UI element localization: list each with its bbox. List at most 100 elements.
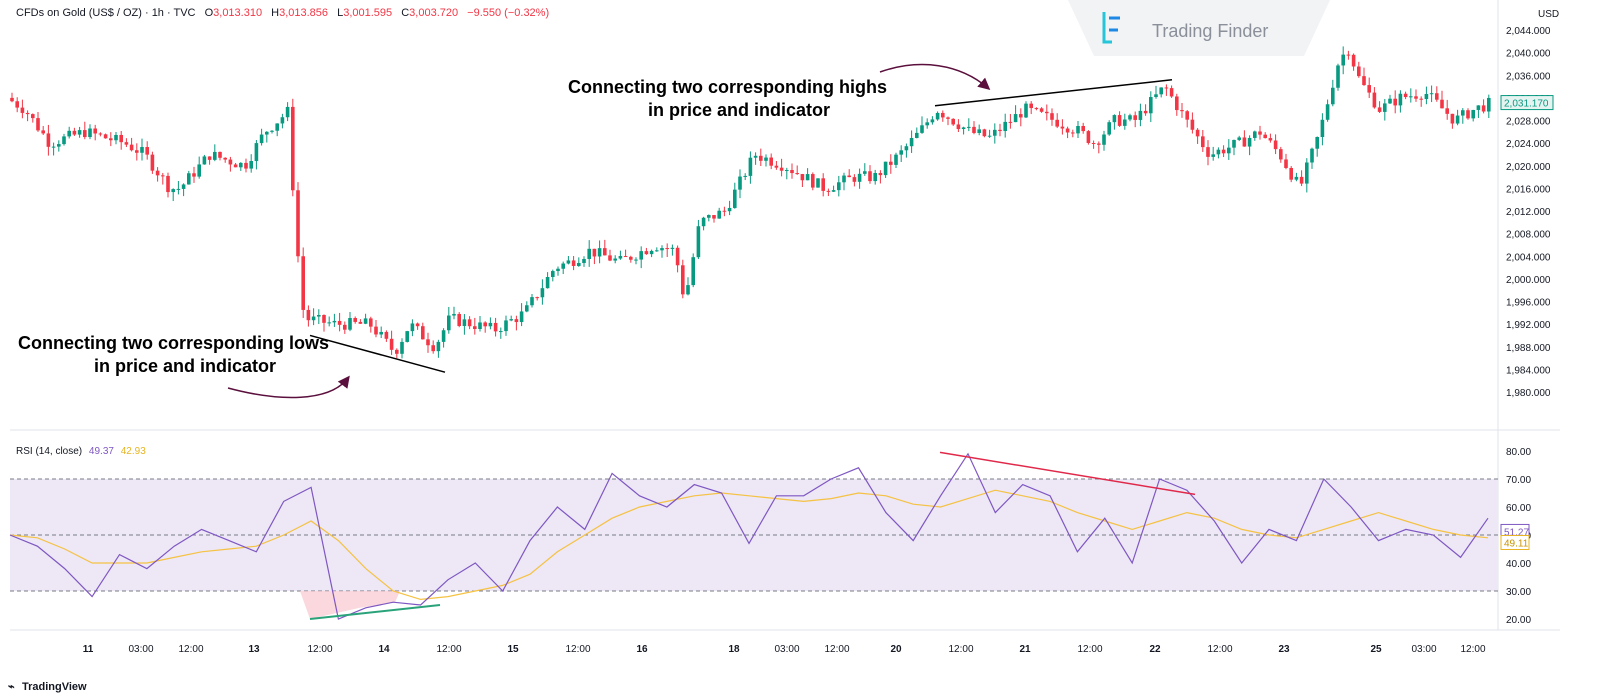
- rsi-tick-label: 40.00: [1506, 559, 1531, 570]
- candle-body: [1076, 126, 1080, 134]
- candle: [1102, 130, 1106, 151]
- time-tick-label: 12:00: [824, 644, 849, 655]
- price-tick-label: 2,024.000: [1506, 139, 1551, 150]
- candle-body: [1435, 93, 1439, 100]
- candle-body: [613, 258, 617, 261]
- candle: [150, 151, 155, 174]
- rsi-oversold-fill: [300, 591, 400, 619]
- candle-body: [769, 157, 773, 166]
- candle-body: [1258, 131, 1262, 135]
- candle-body: [332, 320, 337, 323]
- candle-body: [150, 154, 155, 171]
- candle-body: [1138, 110, 1143, 120]
- candle: [1149, 91, 1153, 123]
- candle: [1461, 108, 1465, 124]
- candle: [275, 123, 279, 137]
- highs-arrow-icon: [879, 63, 991, 90]
- candle: [499, 327, 503, 339]
- candle: [1086, 130, 1091, 145]
- candle-body: [93, 128, 97, 134]
- rsi-value-label: 51.27: [1504, 527, 1529, 538]
- candle: [98, 132, 103, 137]
- candle: [1169, 85, 1174, 98]
- annotation-highs: Connecting two corresponding highs in pr…: [568, 76, 887, 122]
- candle: [1409, 88, 1413, 103]
- candle-body: [800, 174, 805, 181]
- candle: [717, 207, 721, 219]
- candle: [415, 322, 420, 330]
- candle: [1029, 101, 1033, 115]
- candle-body: [920, 125, 924, 133]
- candle: [478, 316, 482, 332]
- candle: [540, 279, 545, 305]
- candle: [1263, 132, 1267, 139]
- candle: [233, 162, 238, 168]
- candle-body: [72, 130, 77, 135]
- price-tick-label: 2,012.000: [1506, 207, 1551, 218]
- candle-body: [582, 258, 586, 263]
- candle: [956, 119, 961, 133]
- candle-body: [1393, 98, 1397, 106]
- candle-body: [1320, 119, 1325, 138]
- candle-body: [826, 190, 831, 192]
- candle: [904, 143, 909, 158]
- rsi-ma-line: [9, 489, 1489, 601]
- candle-body: [57, 144, 61, 147]
- candle-body: [317, 315, 321, 317]
- candle-body: [462, 319, 467, 326]
- candle: [613, 255, 617, 264]
- rsi-line: [9, 452, 1489, 620]
- candle-body: [774, 165, 779, 168]
- candle: [1299, 170, 1304, 187]
- candle-body: [603, 248, 607, 256]
- candle-body: [691, 257, 695, 286]
- candle-body: [384, 331, 389, 339]
- time-tick-label: 11: [83, 644, 94, 655]
- candle-body: [779, 167, 784, 171]
- currency-label[interactable]: USD: [1538, 9, 1560, 20]
- price-tick-label: 2,040.000: [1506, 49, 1551, 60]
- candle-body: [805, 174, 810, 181]
- candle: [135, 143, 139, 161]
- candle: [452, 306, 456, 320]
- candle: [119, 131, 123, 150]
- candle-body: [670, 247, 675, 249]
- candle: [109, 132, 113, 147]
- candle: [410, 319, 415, 337]
- price-tick-label: 1,984.000: [1506, 365, 1551, 376]
- candle-body: [181, 184, 186, 189]
- candle: [675, 245, 680, 273]
- candle-body: [935, 112, 940, 120]
- candle: [223, 157, 227, 163]
- candle: [587, 240, 591, 267]
- tradingview-brand[interactable]: ⌁ TradingView: [8, 680, 87, 693]
- candle-body: [618, 256, 623, 259]
- candle-body: [343, 324, 347, 330]
- candle-body: [83, 130, 87, 138]
- candle: [779, 158, 784, 177]
- annotation-highs-line1: Connecting two corresponding highs: [568, 77, 887, 97]
- candle-body: [322, 315, 326, 323]
- candle: [400, 338, 404, 359]
- price-tick-label: 2,008.000: [1506, 230, 1551, 241]
- candle-body: [759, 155, 763, 161]
- candle-body: [296, 190, 300, 257]
- candle: [1133, 111, 1137, 128]
- candle: [145, 141, 149, 160]
- candle: [1372, 87, 1377, 109]
- candle-body: [655, 250, 659, 252]
- candle: [213, 144, 217, 162]
- candle: [1450, 113, 1455, 129]
- candle: [519, 303, 524, 327]
- candle: [868, 165, 872, 184]
- candle: [623, 249, 628, 258]
- candle-body: [1471, 109, 1475, 119]
- candle: [603, 239, 607, 256]
- time-tick-label: 12:00: [948, 644, 973, 655]
- candle: [181, 183, 186, 197]
- candle: [998, 123, 1002, 137]
- candle-body: [98, 133, 103, 135]
- candle: [733, 182, 737, 209]
- candle-body: [1221, 149, 1226, 154]
